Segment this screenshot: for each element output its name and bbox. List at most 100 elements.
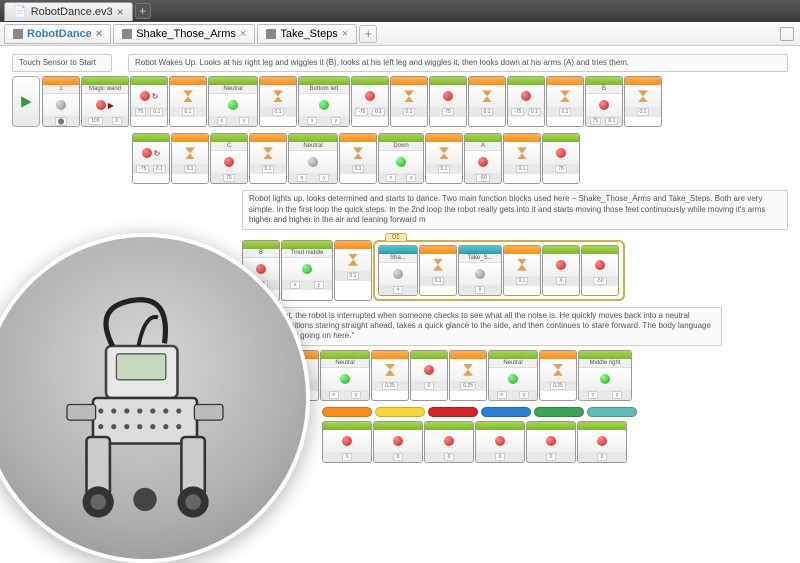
sound-block[interactable]: Magic wand ▶ 1000 <box>81 76 129 127</box>
palette-block[interactable]: 0 <box>322 421 372 463</box>
motor-block[interactable]: C75 <box>210 133 248 184</box>
palette-block[interactable]: 0 <box>373 421 423 463</box>
motor-icon <box>444 436 454 446</box>
display-block[interactable]: Neutral xy <box>208 76 258 127</box>
wait-block[interactable]: 0.25 <box>371 350 409 401</box>
timer-icon <box>517 259 527 271</box>
display-block[interactable]: Neutralxy <box>288 133 338 184</box>
motor-icon <box>556 260 566 270</box>
comment-row1: Robot Wakes Up. Looks at his right leg a… <box>128 54 788 72</box>
color-swatch[interactable] <box>322 407 372 417</box>
wait-block[interactable]: 0.25 <box>449 350 487 401</box>
wait-block[interactable]: 0.1 <box>425 133 463 184</box>
color-swatch[interactable] <box>375 407 425 417</box>
motor-icon <box>546 436 556 446</box>
motor-icon <box>599 100 609 110</box>
display-block[interactable]: Downxy <box>378 133 424 184</box>
close-tab-icon[interactable]: × <box>240 28 246 40</box>
display-icon <box>302 264 312 274</box>
motor-block[interactable]: ↻-750.1 <box>132 133 170 184</box>
motor-icon <box>365 91 375 101</box>
motor-icon <box>224 157 234 167</box>
palette-block[interactable]: 0 <box>526 421 576 463</box>
wait-block[interactable]: 0.1 <box>171 133 209 184</box>
wait-block[interactable]: 0.1 <box>546 76 584 127</box>
display-block[interactable]: Bottom left xy <box>298 76 350 127</box>
motor-block[interactable]: 0 <box>410 350 448 401</box>
motor-block[interactable]: A-50 <box>464 133 502 184</box>
block-sequence-2: ↻-750.1 0.1 C75 0.1 Neutralxy 0.1 Downxy… <box>132 133 788 184</box>
loop-block[interactable]: 01 Sha...# 0.1 Take_S...# 0.1 # -50 <box>373 240 625 301</box>
wait-block[interactable]: 0.1 <box>334 240 372 301</box>
tab-take-steps[interactable]: Take_Steps × <box>257 24 357 44</box>
close-tab-icon[interactable]: × <box>342 28 348 40</box>
add-file-button[interactable]: + <box>135 3 151 19</box>
motor-icon <box>495 436 505 446</box>
timer-icon <box>463 364 473 376</box>
comment-row4: At this point, the robot is interrupted … <box>242 307 722 346</box>
display-block[interactable]: Middle rightxy <box>578 350 632 401</box>
palette-block[interactable]: 0 <box>577 421 627 463</box>
title-bar: 📄 RobotDance.ev3 × + <box>0 0 800 22</box>
myblock-take[interactable]: Take_S...# <box>458 245 502 296</box>
color-swatch[interactable] <box>428 407 478 417</box>
color-swatch[interactable] <box>534 407 584 417</box>
myblock-icon <box>393 269 403 279</box>
wait-block[interactable]: 1 ⬤ <box>42 76 80 127</box>
wait-block[interactable]: 0.1 <box>259 76 297 127</box>
start-block[interactable] <box>12 76 40 127</box>
timer-icon <box>348 254 358 266</box>
file-icon: 📄 <box>13 5 27 18</box>
motor-block[interactable]: B750.1 <box>585 76 623 127</box>
wait-block[interactable]: 0.1 <box>624 76 662 127</box>
wait-block[interactable]: 0.1 <box>169 76 207 127</box>
wait-block[interactable]: 0.1 <box>249 133 287 184</box>
program-icon <box>266 29 276 39</box>
file-tab[interactable]: 📄 RobotDance.ev3 × <box>4 2 133 21</box>
palette-block[interactable]: 0 <box>475 421 525 463</box>
direction-icon: ↻ <box>152 92 159 101</box>
close-file-icon[interactable]: × <box>117 5 124 19</box>
motor-icon <box>342 436 352 446</box>
display-block[interactable]: Neutralxy <box>320 350 370 401</box>
tab-label: Shake_Those_Arms <box>136 28 236 40</box>
wait-block[interactable]: 0.1 <box>503 245 541 296</box>
motor-block[interactable]: 75 <box>542 133 580 184</box>
comment-row3: Robot lights up, looks determined and st… <box>242 190 788 229</box>
motor-icon <box>443 91 453 101</box>
motor-block[interactable]: ↻ 750.1 <box>130 76 168 127</box>
motor-block[interactable]: -50 <box>581 245 619 296</box>
tab-shake-arms[interactable]: Shake_Those_Arms × <box>113 24 255 44</box>
wait-block[interactable]: 0.1 <box>419 245 457 296</box>
color-palette <box>322 407 788 417</box>
motor-icon <box>521 91 531 101</box>
timer-icon <box>517 147 527 159</box>
motor-block[interactable]: -750.1 <box>507 76 545 127</box>
add-program-button[interactable]: + <box>359 25 377 43</box>
wait-block[interactable]: 0.1 <box>468 76 506 127</box>
palette-block[interactable]: 0 <box>424 421 474 463</box>
motor-icon <box>556 148 566 158</box>
program-icon <box>122 29 132 39</box>
palette-blocks: 0 0 0 0 0 0 <box>322 421 788 463</box>
wait-block[interactable]: 0.1 <box>503 133 541 184</box>
display-icon <box>396 157 406 167</box>
close-tab-icon[interactable]: × <box>96 28 102 40</box>
display-block[interactable]: Tired middlexy <box>281 240 333 301</box>
motor-block[interactable]: -750.1 <box>351 76 389 127</box>
motor-block[interactable]: 75 <box>429 76 467 127</box>
wait-block[interactable]: 0.1 <box>339 133 377 184</box>
myblock-shake[interactable]: Sha...# <box>378 245 418 296</box>
wait-block[interactable]: 0.25 <box>539 350 577 401</box>
wait-block[interactable]: 0.1 <box>390 76 428 127</box>
motor-icon <box>595 260 605 270</box>
motor-block[interactable]: # <box>542 245 580 296</box>
motor-icon <box>140 91 150 101</box>
motor-icon <box>393 436 403 446</box>
expand-icon[interactable] <box>780 27 794 41</box>
display-block[interactable]: Neutralxy <box>488 350 538 401</box>
color-swatch[interactable] <box>481 407 531 417</box>
display-icon <box>508 374 518 384</box>
color-swatch[interactable] <box>587 407 637 417</box>
tab-robotdance[interactable]: RobotDance × <box>4 24 111 44</box>
